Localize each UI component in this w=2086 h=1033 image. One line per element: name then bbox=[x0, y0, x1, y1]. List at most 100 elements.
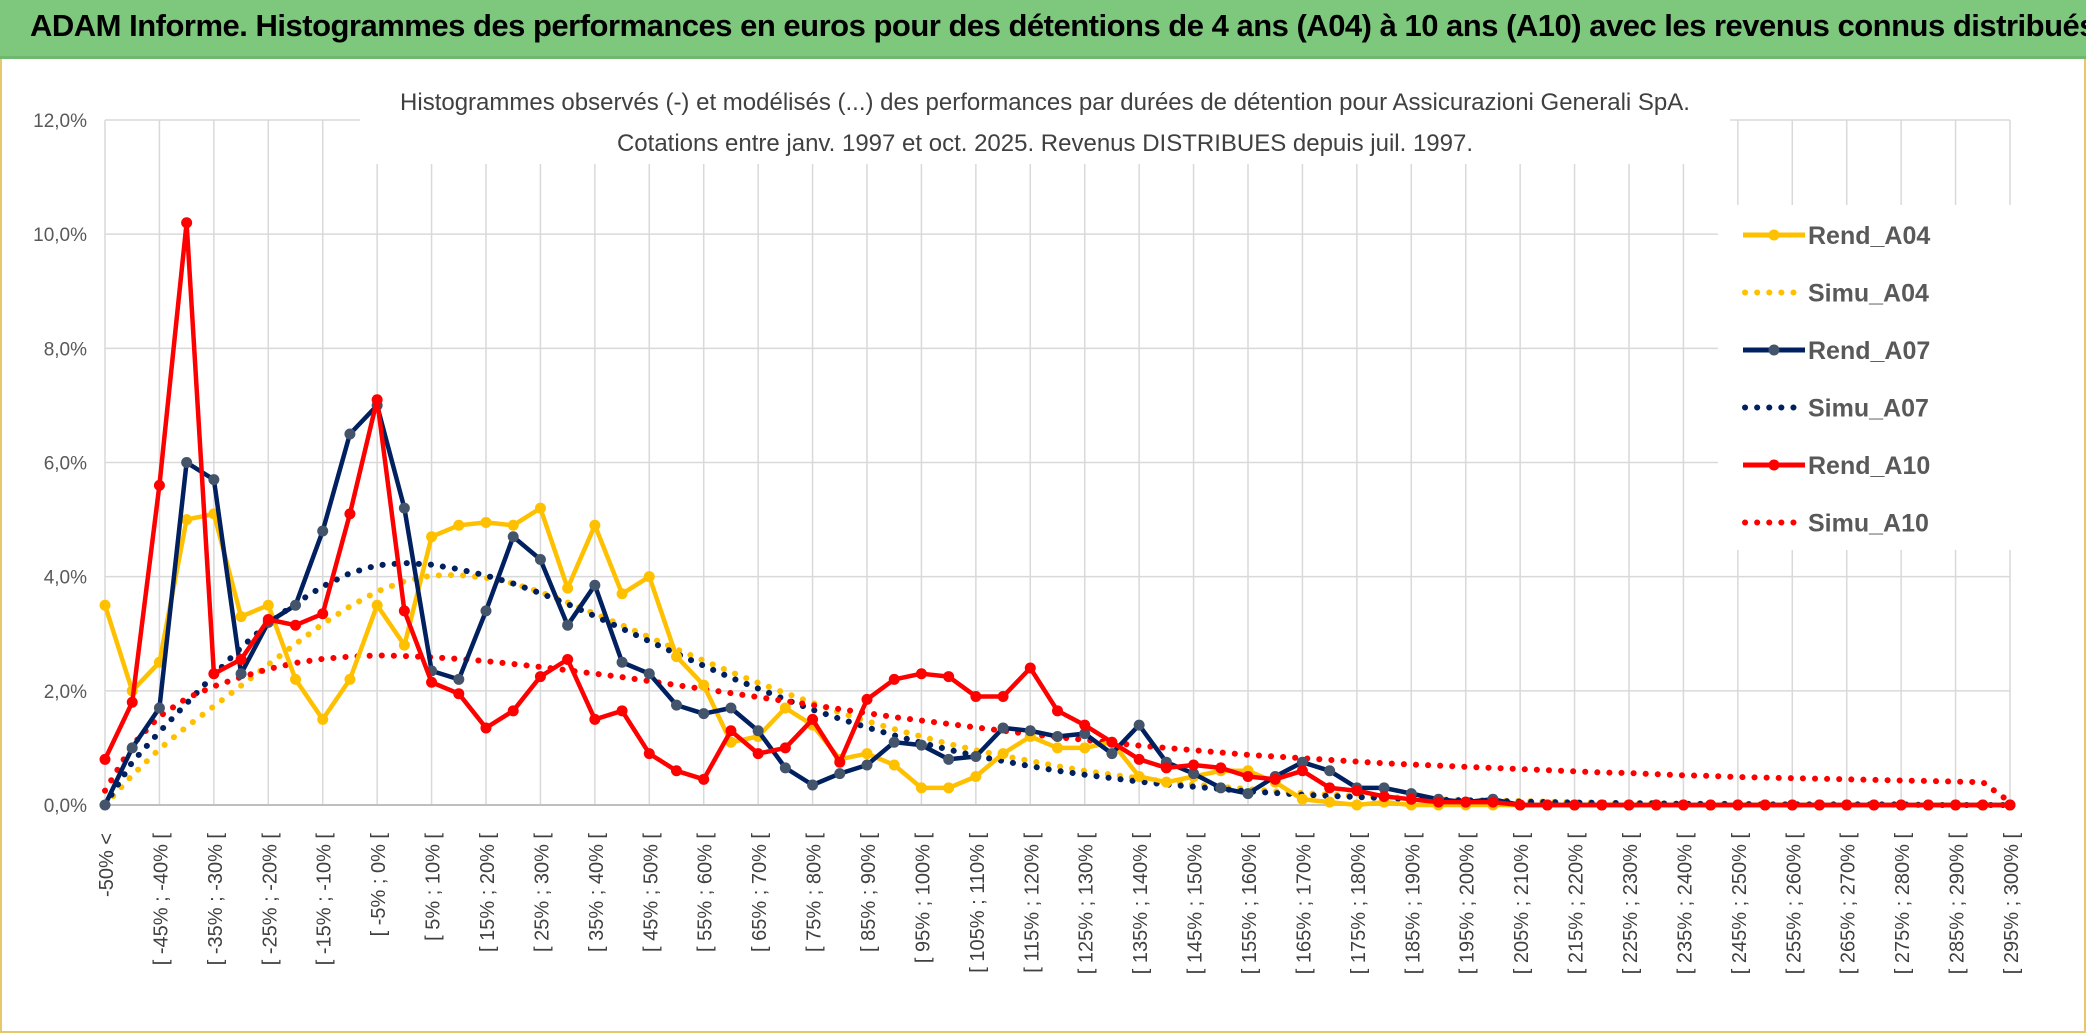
data-point bbox=[834, 756, 846, 768]
y-tick-label: 2,0% bbox=[44, 682, 87, 703]
data-point bbox=[589, 713, 601, 725]
data-point bbox=[1705, 799, 1717, 811]
y-tick-label: 4,0% bbox=[44, 568, 87, 589]
y-tick-label: 8,0% bbox=[44, 339, 87, 360]
data-point bbox=[1841, 799, 1853, 811]
data-point bbox=[1133, 719, 1145, 731]
data-point bbox=[153, 702, 165, 714]
data-point bbox=[1786, 799, 1798, 811]
data-point bbox=[208, 668, 220, 680]
data-point bbox=[1188, 768, 1200, 780]
x-tick-label: [ -35% ; -30% [ bbox=[205, 833, 227, 966]
data-point bbox=[779, 702, 791, 714]
data-point bbox=[1324, 782, 1336, 794]
data-point bbox=[1296, 793, 1308, 805]
data-point bbox=[1269, 773, 1281, 785]
x-tick-label: [ 125% ; 130% [ bbox=[1076, 833, 1098, 975]
x-tick-label: [ 155% ; 160% [ bbox=[1239, 833, 1261, 975]
data-point bbox=[453, 688, 465, 700]
data-point bbox=[1950, 799, 1962, 811]
data-point bbox=[997, 748, 1009, 760]
data-point bbox=[643, 668, 655, 680]
x-tick-label: [ 5% ; 10% [ bbox=[423, 833, 445, 941]
data-point bbox=[643, 571, 655, 583]
data-point bbox=[262, 613, 274, 625]
data-point bbox=[507, 531, 519, 543]
legend-item: Simu_A07 bbox=[1742, 395, 1929, 423]
data-point bbox=[1487, 796, 1499, 808]
data-point bbox=[398, 605, 410, 617]
data-point bbox=[643, 748, 655, 760]
data-point bbox=[507, 519, 519, 531]
data-point bbox=[426, 531, 438, 543]
data-point bbox=[534, 671, 546, 683]
data-point bbox=[1052, 705, 1063, 717]
x-tick-label: [ -45% ; -40% [ bbox=[150, 833, 172, 966]
data-point bbox=[453, 673, 465, 685]
x-tick-label: [ 285% ; 290% [ bbox=[1947, 833, 1969, 975]
data-point bbox=[1215, 762, 1227, 774]
data-point bbox=[1514, 799, 1526, 811]
data-point bbox=[290, 619, 301, 631]
series-Rend_A10 bbox=[99, 217, 2016, 811]
data-point bbox=[997, 691, 1009, 703]
data-point bbox=[1650, 799, 1662, 811]
data-point bbox=[480, 516, 492, 528]
chart-title: Histogrammes observés (-) et modélisés (… bbox=[400, 89, 1690, 116]
x-tick-label: [ 255% ; 260% [ bbox=[1783, 833, 1805, 975]
data-point bbox=[1378, 790, 1390, 802]
data-point bbox=[426, 676, 438, 688]
x-tick-label: [ 35% ; 40% [ bbox=[586, 833, 608, 952]
data-point bbox=[779, 762, 791, 774]
data-point bbox=[698, 773, 710, 785]
legend-label: Simu_A07 bbox=[1808, 395, 1929, 423]
data-point bbox=[616, 588, 628, 600]
data-point bbox=[1106, 736, 1118, 748]
data-point bbox=[453, 519, 465, 531]
data-point bbox=[262, 599, 274, 611]
data-point bbox=[99, 753, 111, 765]
x-tick-label: [ 25% ; 30% [ bbox=[531, 833, 553, 952]
data-point bbox=[181, 217, 193, 229]
data-point bbox=[1677, 799, 1689, 811]
data-point bbox=[1977, 799, 1989, 811]
data-point bbox=[1324, 796, 1336, 808]
data-point bbox=[698, 679, 710, 691]
data-point bbox=[1133, 770, 1145, 782]
data-point bbox=[1024, 725, 1036, 737]
data-point bbox=[1160, 776, 1172, 788]
x-tick-label: [ 205% ; 210% [ bbox=[1511, 833, 1533, 975]
data-point bbox=[562, 619, 574, 631]
series-Simu_A10 bbox=[102, 652, 2013, 806]
x-tick-label: [ 215% ; 220% [ bbox=[1566, 833, 1588, 975]
data-point bbox=[779, 742, 791, 754]
data-point bbox=[1052, 742, 1063, 754]
data-point bbox=[398, 502, 410, 514]
x-tick-label: [ 115% ; 120% [ bbox=[1021, 833, 1043, 973]
legend-item: Rend_A04 bbox=[1743, 222, 1930, 250]
series-Simu_A04 bbox=[102, 571, 2013, 808]
data-point bbox=[480, 722, 492, 734]
data-point bbox=[1541, 799, 1553, 811]
x-tick-label: [ 225% ; 230% [ bbox=[1620, 833, 1642, 975]
legend-marker bbox=[1768, 344, 1780, 356]
x-tick-label: [ 95% ; 100% [ bbox=[912, 833, 934, 964]
data-point bbox=[99, 799, 111, 811]
x-tick-label: [ 105% ; 110% [ bbox=[967, 833, 989, 973]
x-tick-label: [ 185% ; 190% [ bbox=[1402, 833, 1424, 975]
data-point bbox=[943, 753, 955, 765]
y-tick-label: 10,0% bbox=[33, 225, 87, 246]
legend-label: Simu_A10 bbox=[1808, 510, 1929, 538]
data-point bbox=[1596, 799, 1608, 811]
data-point bbox=[1814, 799, 1825, 811]
data-point bbox=[1868, 799, 1880, 811]
data-point bbox=[725, 725, 737, 737]
data-point bbox=[1242, 770, 1254, 782]
legend-item: Rend_A10 bbox=[1743, 452, 1930, 480]
data-point bbox=[915, 668, 927, 680]
data-point bbox=[235, 611, 247, 623]
data-point bbox=[1569, 799, 1581, 811]
data-point bbox=[970, 770, 982, 782]
series-line bbox=[102, 652, 2013, 806]
